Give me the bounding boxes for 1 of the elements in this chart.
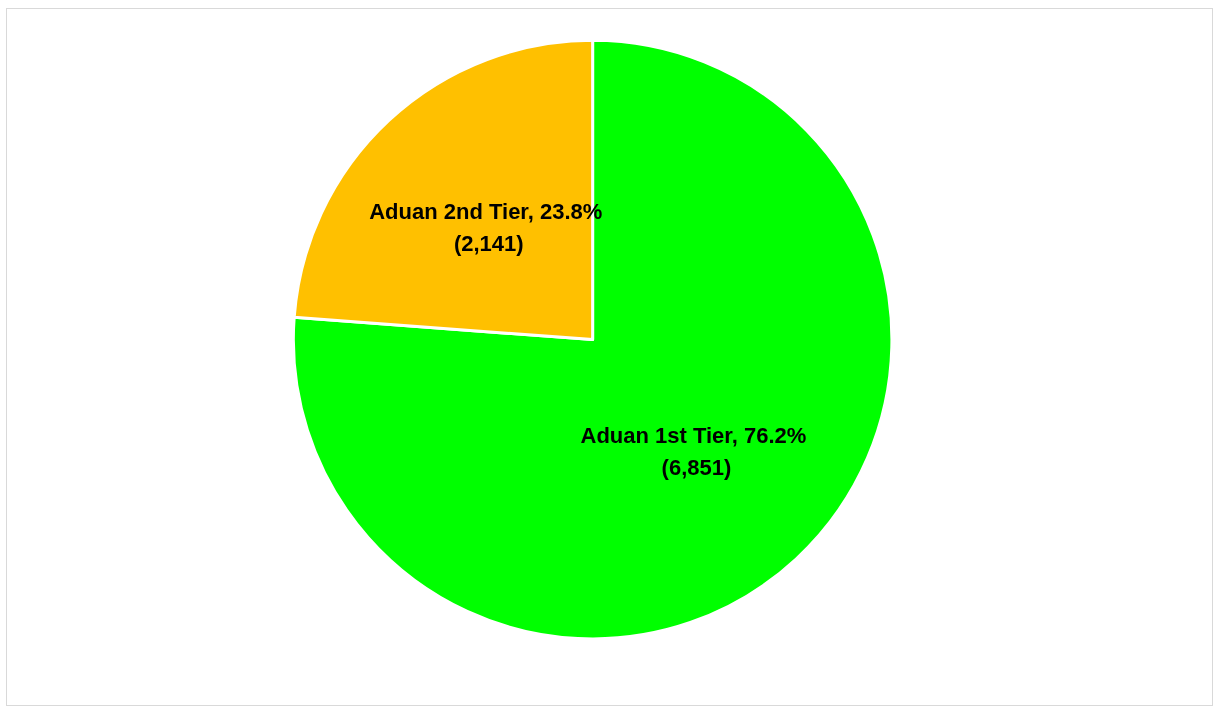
slice-label: Aduan 1st Tier, 76.2% (6,851) (580, 422, 813, 480)
